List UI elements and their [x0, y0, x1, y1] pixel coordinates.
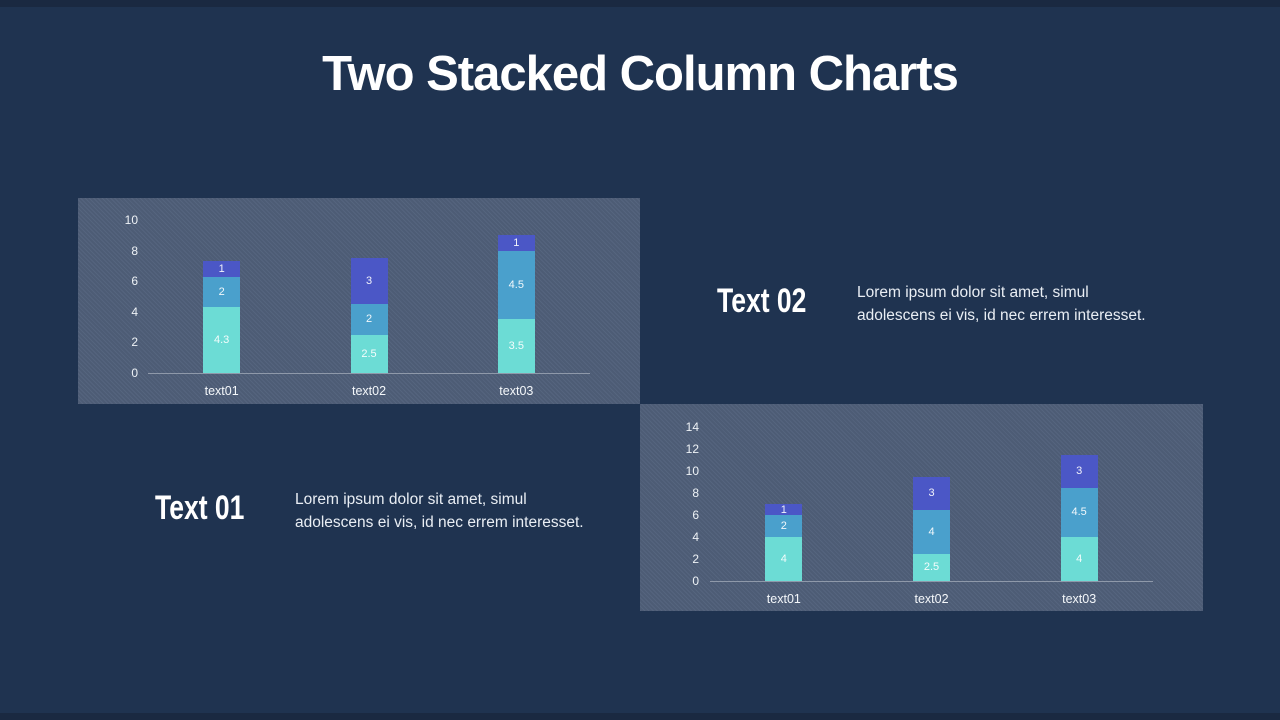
bar-segment: 4 [1060, 537, 1098, 581]
bar-segment: 4 [913, 509, 950, 554]
y-axis-tick-label: 12 [685, 442, 699, 456]
text-01-heading: Text 01 [155, 489, 245, 527]
bar-segment: 2 [350, 304, 388, 335]
y-axis-tick-label: 8 [131, 243, 138, 258]
y-axis-tick-label: 4 [692, 530, 699, 544]
text-02-body-line-2: adolescens ei vis, id nec errem interess… [857, 307, 1146, 324]
chart-panel-bottom-right: 0 2 4 6 8 10 12 14 text01 4 2 1 text02 2.5 4 3 text03 4 4.… [640, 404, 1203, 611]
bar-segment: 4.3 [203, 307, 241, 373]
x-axis-line [148, 373, 590, 374]
text-02-body: Lorem ipsum dolor sit amet, simul adoles… [857, 281, 1146, 327]
x-axis-category-label: text01 [766, 592, 801, 606]
x-axis-category-label: text03 [1062, 592, 1097, 606]
bar-segment: 3 [1060, 454, 1098, 488]
text-02-body-line-1: Lorem ipsum dolor sit amet, simul [857, 284, 1089, 301]
y-axis-tick-label: 10 [124, 213, 138, 227]
x-axis-category-label: text02 [914, 592, 949, 606]
bottom-edge-strip [0, 713, 1280, 720]
y-axis-tick-label: 8 [692, 486, 699, 500]
bar-segment: 2 [203, 276, 241, 308]
bar-segment: 4.5 [497, 250, 535, 320]
bar-segment: 2 [765, 515, 803, 537]
bar-segment: 3 [350, 258, 388, 305]
stacked-column-chart-1: 0 2 4 6 8 10 text01 4.3 2 1 text02 2.5 2 3 text03 3.5 4.… [78, 198, 640, 404]
x-axis-category-label: text03 [499, 384, 534, 398]
bar-segment: 2.5 [913, 553, 950, 581]
bar-segment: 3.5 [497, 319, 535, 373]
y-axis-tick-label: 4 [131, 304, 138, 319]
y-axis-tick-label: 10 [685, 464, 699, 478]
y-axis-tick-label: 0 [131, 366, 138, 380]
stacked-column-chart-2: 0 2 4 6 8 10 12 14 text01 4 2 1 text02 2.5 4 3 text03 4 4.… [640, 404, 1203, 611]
x-axis-line [710, 581, 1153, 582]
y-axis-tick-label: 6 [131, 274, 138, 289]
bar-segment: 3 [913, 476, 950, 510]
y-axis-tick-label: 2 [692, 552, 699, 566]
chart-panel-top-left: 0 2 4 6 8 10 text01 4.3 2 1 text02 2.5 2 3 text03 3.5 4.… [78, 198, 640, 404]
x-axis-category-label: text02 [351, 384, 387, 398]
bar-segment: 4 [765, 537, 803, 581]
bar-segment: 1 [203, 261, 241, 277]
slide-title: Two Stacked Column Charts [322, 47, 959, 101]
y-axis-tick-label: 14 [685, 420, 699, 434]
bar-segment: 1 [497, 235, 535, 251]
text-01-body: Lorem ipsum dolor sit amet, simul adoles… [295, 488, 584, 534]
bar-segment: 4.5 [1060, 487, 1098, 537]
text-01-body-line-2: adolescens ei vis, id nec errem interess… [295, 514, 584, 531]
top-edge-strip [0, 0, 1280, 7]
y-axis-tick-label: 6 [692, 508, 699, 522]
bar-segment: 1 [765, 504, 803, 516]
y-axis-tick-label: 2 [131, 335, 138, 350]
y-axis-tick-label: 0 [692, 574, 699, 588]
x-axis-category-label: text01 [204, 384, 239, 398]
text-02-heading: Text 02 [717, 282, 807, 320]
text-01-body-line-1: Lorem ipsum dolor sit amet, simul [295, 491, 527, 508]
bar-segment: 2.5 [350, 334, 388, 373]
